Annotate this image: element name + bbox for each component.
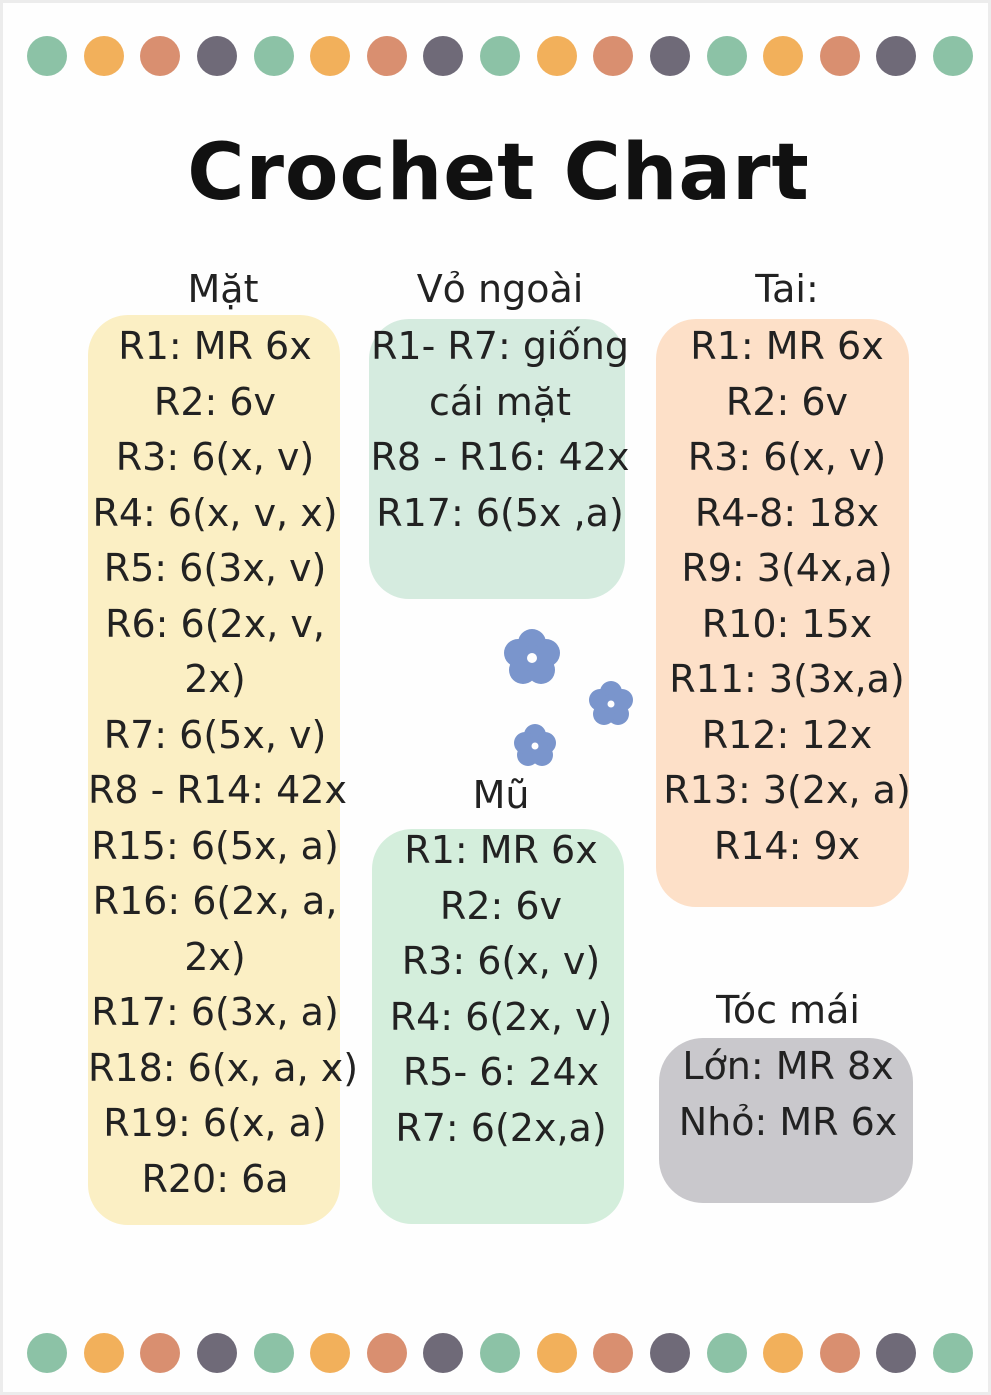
chart-row: R8 - R14: 42x [88,768,347,812]
chart-row: R5- 6: 24x [402,1050,600,1094]
decorative-dot [933,36,973,76]
chart-row: R19: 6(x, a) [103,1101,327,1145]
chart-row: Nhỏ: MR 6x [678,1099,898,1144]
decorative-dot [649,1333,690,1373]
chart-row: R18: 6(x, a, x) [88,1045,359,1090]
chart-row: R1: MR 6x [690,324,884,368]
chart-row: R15: 6(5x, a) [91,823,339,868]
decorative-dot [536,1333,577,1373]
mat-rows: R1: MR 6x R2: 6v R3: 6(x, v) R4: 6(x, v, x)… [88,319,359,1207]
page-title: Crochet Chart [187,128,810,218]
chart-row: R2: 6v [439,883,563,928]
chart-row: R4: 6(x, v, x) [92,490,338,535]
mu-rows: R1: MR 6x R2: 6v R3: 6(x, v) R4: 6(2x, v) R5… [372,823,630,1156]
chart-row: R4-8: 18x [694,490,880,535]
decorative-dot [593,36,634,76]
decorative-dot [763,36,804,76]
decorative-dot [876,1333,917,1373]
decorative-dot [27,36,67,76]
chart-row: R1: MR 6x [118,324,312,368]
decorative-dot [196,1333,237,1373]
flower-icon [504,629,560,684]
chart-row: R1- R7: giống [371,324,629,368]
chart-row: R3: 6(x, v) [115,435,315,479]
flower-icon [589,681,633,725]
toc-mai-rows: Lớn: MR 8x Nhỏ: MR 6x [659,1039,917,1150]
chart-row: R11: 3(3x,a) [669,657,905,701]
decorative-dot [27,1333,67,1373]
mat-panel [88,315,340,1225]
decorative-dot [253,1333,294,1373]
tai-heading: Tai: [755,267,819,311]
chart-row: R14: 9x [713,823,861,868]
decorative-dot [366,36,407,76]
chart-row: R17: 6(5x ,a) [376,490,624,535]
chart-row: 2x) [184,934,246,979]
chart-row: cái mặt [428,379,572,424]
decorative-dot [763,1333,804,1373]
decorative-dot [140,1333,181,1373]
chart-row: R6: 6(2x, v, [105,601,325,646]
chart-row: 2x) [184,657,246,701]
decorative-dot [423,1333,464,1373]
chart-row: R2: 6v [153,379,277,424]
toc-mai-panel [659,1038,913,1203]
mu-heading: Mũ [472,773,530,817]
decorative-dot [933,1333,973,1373]
chart-row: R10: 15x [701,601,873,646]
chart-row: R1: MR 6x [404,828,598,872]
decorative-dot [649,36,690,76]
decorative-dot [83,36,124,76]
decorative-dot [480,36,520,76]
top-dot-border [27,36,973,76]
chart-row: R13: 3(2x, a) [663,768,911,812]
chart-row: R16: 6(2x, a, [92,879,338,923]
decorative-dot [310,36,351,76]
decorative-dot [819,1333,860,1373]
chart-row: R3: 6(x, v) [687,435,887,479]
chart-row: R2: 6v [725,379,849,424]
decorative-dot [480,1333,520,1373]
chart-row: R8 - R16: 42x [370,435,630,479]
tai-rows: R1: MR 6x R2: 6v R3: 6(x, v) R4-8: 18x R9: 3… [656,319,918,874]
bottom-dot-border [27,1333,973,1373]
decorative-dot [876,36,917,76]
decorative-dot [819,36,860,76]
tai-panel [656,319,909,907]
vo-ngoai-heading: Vỏ ngoài [416,267,584,311]
chart-row: Lớn: MR 8x [682,1044,894,1088]
decorative-dot [706,1333,747,1373]
decorative-dot [310,1333,351,1373]
chart-row: R20: 6a [141,1156,289,1201]
decorative-dot [593,1333,634,1373]
toc-mai-heading: Tóc mái [716,988,860,1032]
chart-row: R7: 6(5x, v) [103,712,327,757]
decorative-dot [83,1333,124,1373]
chart-row: R9: 3(4x,a) [681,546,893,590]
decorative-dot [423,36,464,76]
decorative-dot [536,36,577,76]
mu-panel [372,829,624,1224]
decorative-dot [196,36,237,76]
chart-row: R12: 12x [701,712,873,757]
chart-row: R17: 6(3x, a) [91,990,339,1034]
vo-ngoai-rows: R1- R7: giống cái mặt R8 - R16: 42x R17: 6(… [369,319,631,541]
chart-row: R4: 6(2x, v) [389,994,613,1039]
decorative-dot [253,36,294,76]
chart-row: R3: 6(x, v) [401,939,601,983]
decorative-dot [140,36,181,76]
vo-ngoai-panel [369,319,625,599]
decorative-dot [366,1333,407,1373]
chart-row: R7: 6(2x,a) [395,1105,607,1150]
flower-icon [514,724,556,766]
decorative-dot [706,36,747,76]
chart-row: R5: 6(3x, v) [103,546,327,590]
mat-heading: Mặt [187,267,259,311]
